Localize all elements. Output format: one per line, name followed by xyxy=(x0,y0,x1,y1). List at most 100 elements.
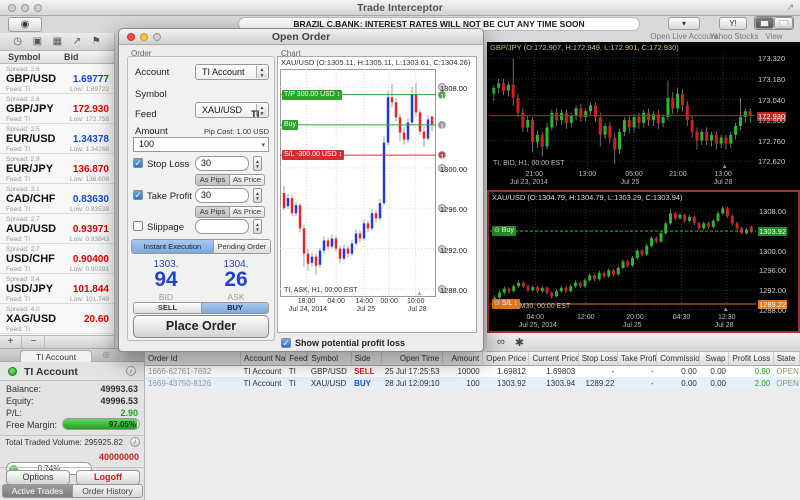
watchlist-row[interactable]: Spread: 3.1 CAD/CHF Feed: TI 0.83630 Low: 0.… xyxy=(0,184,114,214)
view-toggle[interactable] xyxy=(754,16,794,30)
slippage-input[interactable] xyxy=(195,219,249,234)
watchlist-row[interactable]: Spread: 4.0 XAG/USD Feed: TI 20.60 xyxy=(0,304,114,334)
column-header[interactable]: Open Time xyxy=(381,352,444,366)
close-window-icon[interactable] xyxy=(8,4,16,12)
sell-button[interactable]: SELL xyxy=(134,303,201,313)
column-header[interactable]: Account Name xyxy=(240,352,287,366)
minimize-window-icon[interactable] xyxy=(21,4,29,12)
order-preview-chart[interactable]: XAU/USD (O:1305.11, H:1305.11, L:1303.61… xyxy=(277,56,477,333)
add-account-icon[interactable]: ⊕ xyxy=(102,350,111,361)
column-header[interactable]: Profit Loss xyxy=(728,352,774,366)
fullscreen-icon[interactable]: ↗ xyxy=(786,2,794,12)
buy-button[interactable]: BUY xyxy=(201,303,268,313)
alerts-icon[interactable]: ⚑ xyxy=(91,36,101,47)
order-group-label: Order xyxy=(131,49,152,58)
watchlist-row[interactable]: Spread: 2.9 EUR/JPY Feed: TI 136.870 Low: 13… xyxy=(0,154,114,184)
yahoo-stocks-button[interactable]: Y! xyxy=(719,17,747,30)
minimize-dialog-icon[interactable] xyxy=(140,33,148,41)
column-header[interactable]: Amount xyxy=(442,352,484,366)
show-profit-loss-checkbox[interactable]: ✓ xyxy=(281,338,291,348)
order-history-tab[interactable]: Order History xyxy=(73,484,143,498)
take-profit-input[interactable]: 30 xyxy=(195,188,249,203)
stop-loss-line-label[interactable]: S/L -300.00 USD ↕ xyxy=(282,150,345,161)
column-header[interactable]: Swap xyxy=(699,352,730,366)
table-row[interactable]: 1669-43750-8126 TI Account TI XAU/USD BUY 28 … xyxy=(145,377,800,389)
take-profit-line-label[interactable]: T/P 300.00 USD ↕ xyxy=(282,89,343,100)
stop-loss-position-label[interactable]: ⊙ S/L ↕ xyxy=(492,298,520,309)
chart-settings-icon[interactable]: ✱ xyxy=(514,336,525,349)
stop-loss-input[interactable]: 30 xyxy=(195,156,249,171)
column-header[interactable]: Take Profit xyxy=(617,352,658,366)
column-header[interactable]: State xyxy=(773,352,800,366)
view-sidebar-icon[interactable] xyxy=(755,17,774,29)
clock-icon[interactable]: ◷ xyxy=(13,36,23,47)
cell-profit-loss: 2.00 xyxy=(754,378,771,388)
cell-stop-loss: - xyxy=(611,366,615,376)
table-row[interactable]: 1666-62761-7692 TI Account TI GBP/USD SELL 25… xyxy=(145,365,800,377)
watchlist-row[interactable]: Spread: 2.5 EUR/USD Feed: TI 1.34378 Low: 1.… xyxy=(0,124,114,154)
column-header[interactable]: Current Price xyxy=(528,352,579,366)
take-profit-checkbox[interactable]: ✓ xyxy=(133,190,143,200)
column-header[interactable]: Stop Loss xyxy=(578,352,618,366)
buy-line-label[interactable]: Buy xyxy=(282,119,299,130)
watchlist-row[interactable]: Spread: 2.7 AUD/USD Feed: TI 0.93971 Low: 0.… xyxy=(0,214,114,244)
axis-price-label: 1308.00 xyxy=(759,206,787,216)
dialog-plot[interactable] xyxy=(280,69,436,297)
instant-execution-button[interactable]: Instant Execution xyxy=(132,240,213,253)
account-select[interactable]: TI Account ▲ ▼ xyxy=(195,64,269,80)
stop-loss-checkbox[interactable]: ✓ xyxy=(133,158,143,168)
active-trades-tab[interactable]: Active Trades xyxy=(2,484,73,498)
bid-column-header[interactable]: Bid xyxy=(64,52,79,62)
sl-as-pips-button[interactable]: As Pips xyxy=(196,175,230,185)
column-header[interactable]: Side xyxy=(351,352,382,366)
ask-caption: ASK xyxy=(227,292,245,302)
logoff-button[interactable]: Logoff xyxy=(76,470,140,485)
symbol-select[interactable]: XAU/USD ▲ ▼ xyxy=(195,102,269,118)
watchlist-row[interactable]: Spread: 2.4 USD/JPY Feed: TI 101.844 Low: 10… xyxy=(0,274,114,304)
watchlist-row[interactable]: Spread: 2.6 GBP/USD Feed: TI 1.69777 Low: 1.… xyxy=(0,64,114,94)
options-button[interactable]: Options xyxy=(6,470,70,485)
stop-loss-stepper[interactable]: ▲ ▼ xyxy=(253,156,262,171)
watchlist-row[interactable]: Spread: 2.6 GBP/JPY Feed: TI 172.930 Low: 17… xyxy=(0,94,114,124)
add-symbol-button[interactable]: + xyxy=(0,336,22,348)
zoom-window-icon[interactable] xyxy=(34,4,42,12)
column-header[interactable]: Feed xyxy=(285,352,309,366)
view-full-icon[interactable] xyxy=(774,17,793,29)
sl-as-price-button[interactable]: As Price xyxy=(229,175,264,185)
gbpjpy-chart[interactable]: GBP/JPY (O:172.907, H:172.949, L:172.901… xyxy=(487,42,800,190)
buy-position-label[interactable]: ⊙ Buy xyxy=(492,226,516,237)
amount-input[interactable]: 100 ▾ xyxy=(133,137,269,152)
xauusd-chart[interactable]: XAU/USD (O:1304.79, H:1304.79, L:1303.29… xyxy=(487,190,800,333)
watchlist-row[interactable]: Spread: 2.7 USD/CHF Feed: TI 0.90400 Low: 0.… xyxy=(0,244,114,274)
brokers-button[interactable]: ◉ xyxy=(8,17,42,32)
gbpjpy-plot[interactable] xyxy=(489,54,755,170)
open-live-account-button[interactable]: ▾ xyxy=(668,17,700,30)
take-profit-stepper[interactable]: ▲ ▼ xyxy=(253,188,262,203)
tp-as-price-button[interactable]: As Price xyxy=(229,207,264,217)
close-dialog-icon[interactable] xyxy=(127,33,135,41)
snapshot-icon[interactable]: ▣ xyxy=(32,36,43,47)
column-header[interactable]: Commission xyxy=(656,352,701,366)
symbol-column-header[interactable]: Symbol xyxy=(8,52,41,62)
axis-price-label: 172.930 xyxy=(757,111,787,121)
account-tab[interactable]: TI Account xyxy=(20,350,92,363)
slippage-checkbox[interactable] xyxy=(133,221,143,231)
dialog-titlebar[interactable]: Open Order xyxy=(119,29,483,45)
column-header[interactable]: Symbol xyxy=(307,352,352,366)
account-info-icon[interactable]: i xyxy=(126,366,136,376)
column-header[interactable]: Order Id xyxy=(145,352,241,366)
column-header[interactable]: Open Price xyxy=(482,352,530,366)
calendar-icon[interactable]: ▦ xyxy=(52,36,63,47)
pending-order-button[interactable]: Pending Order xyxy=(212,240,270,253)
tp-as-pips-button[interactable]: As Pips xyxy=(196,207,230,217)
link-charts-icon[interactable]: ∞ xyxy=(497,336,505,348)
volume-info-icon[interactable]: i xyxy=(130,437,140,447)
account-status-icon xyxy=(8,367,17,376)
place-order-button[interactable]: Place Order xyxy=(133,315,269,338)
remove-symbol-button[interactable]: − xyxy=(23,336,45,348)
xauusd_m30-plot[interactable] xyxy=(490,203,756,313)
trend-icon[interactable]: ↗ xyxy=(72,36,82,47)
slippage-stepper[interactable]: ▲ ▼ xyxy=(253,219,262,234)
zoom-dialog-icon[interactable] xyxy=(153,33,161,41)
